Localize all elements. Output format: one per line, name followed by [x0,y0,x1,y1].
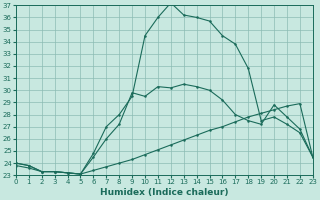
X-axis label: Humidex (Indice chaleur): Humidex (Indice chaleur) [100,188,228,197]
